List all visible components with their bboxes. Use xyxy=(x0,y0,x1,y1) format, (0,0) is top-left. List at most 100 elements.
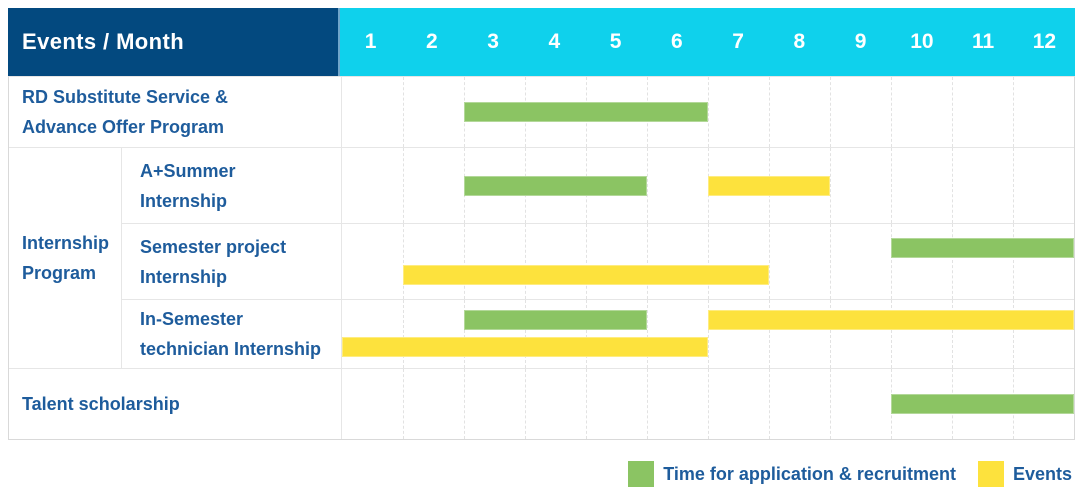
chart-row xyxy=(341,148,1074,223)
month-gridline xyxy=(769,224,770,299)
application-bar xyxy=(464,310,647,330)
chart-row xyxy=(341,300,1074,368)
month-label: 5 xyxy=(609,30,622,53)
subrow-semester-project-internship: Semester project Internship xyxy=(122,223,1074,299)
events-bar xyxy=(708,175,830,196)
row-label-line: In-Semester xyxy=(140,309,244,329)
row-label-semester-project-internship: Semester project Internship xyxy=(122,224,341,299)
events-bar xyxy=(708,310,1074,330)
month-gridline xyxy=(708,77,709,147)
month-gridline xyxy=(830,148,831,223)
subrow-in-semester-technician-internship: In-Semester technician Internship xyxy=(122,299,1074,368)
gantt-table: Events / Month 1 2 3 4 5 6 7 8 9 10 11 12 RD Substi… xyxy=(8,8,1075,440)
events-bar xyxy=(342,337,708,357)
month-gridline xyxy=(830,77,831,147)
month-gridline xyxy=(830,300,831,368)
month-gridline xyxy=(708,369,709,439)
month-label: 11 xyxy=(972,30,995,53)
month-gridline xyxy=(403,77,404,147)
row-label-in-semester-technician-internship: In-Semester technician Internship xyxy=(122,300,341,368)
gantt-header: Events / Month 1 2 3 4 5 6 7 8 9 10 11 12 xyxy=(8,8,1075,76)
application-color-swatch xyxy=(628,461,655,487)
chart-row xyxy=(341,224,1074,299)
month-gridline xyxy=(769,369,770,439)
row-label-line: Program xyxy=(22,263,97,283)
month-gridline xyxy=(891,224,892,299)
month-label: 8 xyxy=(793,30,806,53)
month-gridline xyxy=(403,369,404,439)
month-gridline xyxy=(952,224,953,299)
month-gridline xyxy=(464,369,465,439)
month-label: 7 xyxy=(732,30,744,53)
gantt-body: RD Substitute Service & Advance Offer Pro… xyxy=(8,76,1075,440)
subrows-internship-program: A+Summer Internship Semester project Intern… xyxy=(121,148,1074,368)
month-label: 4 xyxy=(548,30,561,53)
row-label-line: A+Summer xyxy=(140,160,236,181)
month-gridline xyxy=(586,369,587,439)
month-gridline xyxy=(952,300,953,368)
month-gridline xyxy=(403,300,404,368)
application-bar xyxy=(891,237,1074,258)
row-label-line: Internship xyxy=(140,190,228,211)
month-gridline xyxy=(1013,224,1014,299)
month-gridline xyxy=(647,300,648,368)
events-bar xyxy=(403,264,769,285)
month-gridline xyxy=(525,300,526,368)
row-label-line: Semester project xyxy=(140,236,287,257)
band-internship-program: Internship Program A+Summer Internship Semes… xyxy=(9,147,1074,368)
row-label-rd-substitute-service-advance-offer-program: RD Substitute Service & Advance Offer Pro… xyxy=(9,77,341,147)
month-gridline xyxy=(952,77,953,147)
month-gridline xyxy=(586,224,587,299)
month-label: 3 xyxy=(487,30,499,53)
month-gridline xyxy=(708,300,709,368)
month-gridline xyxy=(586,300,587,368)
month-gridline xyxy=(769,300,770,368)
month-header-row: 1 2 3 4 5 6 7 8 9 10 11 12 xyxy=(340,8,1075,76)
legend-label-events: Events xyxy=(1012,463,1072,484)
application-bar xyxy=(464,175,647,196)
legend-item-events: Events xyxy=(977,461,1072,487)
band-talent-scholarship: Talent scholarship xyxy=(9,368,1074,439)
chart-row xyxy=(341,369,1074,439)
month-gridline xyxy=(891,300,892,368)
month-gridline xyxy=(1013,148,1014,223)
row-label-internship-program: Internship Program xyxy=(9,148,121,368)
month-label: 2 xyxy=(426,30,438,53)
application-bar xyxy=(891,394,1074,414)
row-label-a-summer-internship: A+Summer Internship xyxy=(122,148,341,223)
month-gridline xyxy=(647,369,648,439)
row-label-line: Internship xyxy=(22,233,110,253)
month-label: 9 xyxy=(854,30,867,53)
subrow-a-summer-internship: A+Summer Internship xyxy=(122,148,1074,223)
legend: Time for application & recruitment Event… xyxy=(628,460,1072,488)
month-label: 1 xyxy=(364,30,377,53)
events-month-header-cell: Events / Month xyxy=(8,8,340,76)
row-label-line: RD Substitute Service & xyxy=(22,87,229,107)
month-gridline xyxy=(647,224,648,299)
legend-item-application: Time for application & recruitment xyxy=(628,461,956,487)
month-gridline xyxy=(891,77,892,147)
month-gridline xyxy=(525,224,526,299)
band-rd-substitute-service-advance-offer-program: RD Substitute Service & Advance Offer Pro… xyxy=(9,77,1074,147)
month-gridline xyxy=(830,369,831,439)
month-gridline xyxy=(525,369,526,439)
month-gridline xyxy=(1013,77,1014,147)
month-gridline xyxy=(708,224,709,299)
row-label-line: technician Internship xyxy=(140,339,322,359)
month-gridline xyxy=(769,77,770,147)
legend-label-application: Time for application & recruitment xyxy=(663,463,956,484)
row-label-line: Internship xyxy=(140,266,228,287)
month-gridline xyxy=(464,300,465,368)
month-label: 10 xyxy=(910,30,934,53)
chart-row xyxy=(341,77,1074,147)
events-color-swatch xyxy=(977,461,1004,487)
row-label-line: Talent scholarship xyxy=(22,394,180,414)
month-gridline xyxy=(830,224,831,299)
month-label: 6 xyxy=(671,30,683,53)
month-gridline xyxy=(891,148,892,223)
month-gridline xyxy=(1013,300,1014,368)
month-gridline xyxy=(464,224,465,299)
row-label-line: Advance Offer Program xyxy=(22,117,225,137)
row-label-talent-scholarship: Talent scholarship xyxy=(9,369,341,439)
